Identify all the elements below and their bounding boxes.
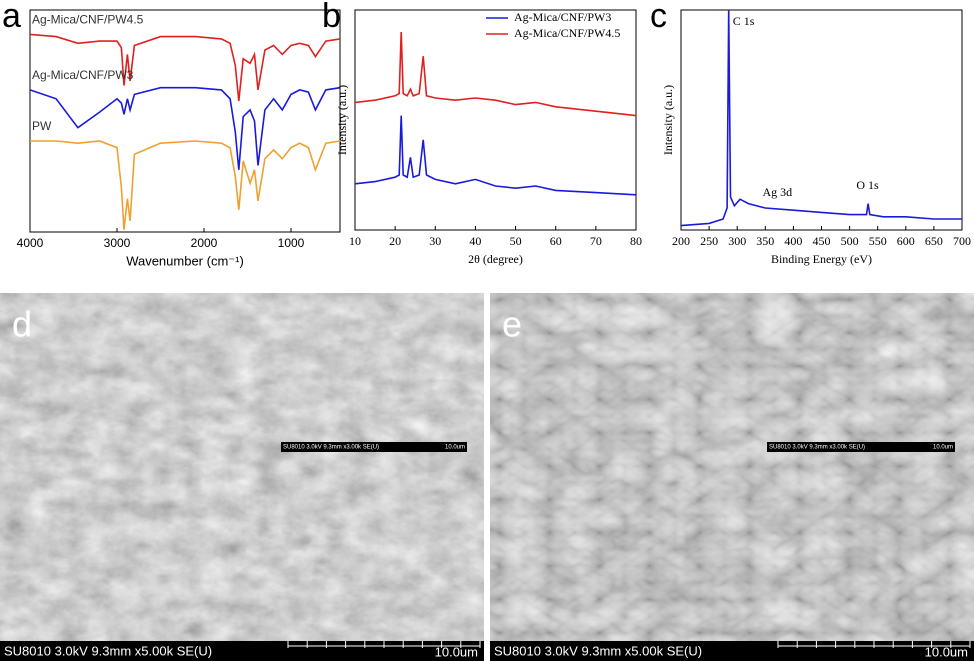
inset-bar [281,442,467,452]
x-tick-label: 400 [784,234,802,248]
series-label: Ag-Mica/CNF/PW3 [32,68,134,82]
caption: SU8010 3.0kV 9.3mm x5.00k SE(U) [494,643,702,658]
plot-frame [29,9,341,233]
x-tick-label: 700 [953,234,971,248]
annotation: O 1s [856,178,879,192]
series-line [30,140,341,230]
inset-caption: SU8010 3.0kV 9.3mm x3.00k SE(U) [769,445,865,451]
series-label: PW [32,119,52,133]
series-line [680,9,962,227]
scale-label: 10.0um [435,644,478,659]
inset-image [764,307,958,455]
series-line [29,33,341,102]
panel-label: a [2,0,21,35]
series-line [29,86,341,170]
plot-frame [680,9,963,231]
x-tick-label: 40 [469,234,481,248]
x-tick-label: 500 [841,234,859,248]
series-label: Ag-Mica/CNF/PW4.5 [32,13,144,27]
x-tick-label: 2000 [191,236,218,250]
x-tick-label: 3000 [104,236,131,250]
panel-label: d [12,304,32,345]
x-tick-label: 650 [925,234,943,248]
x-tick-label: 1000 [278,236,305,250]
panel-label: c [650,0,667,35]
annotation: C 1s [733,14,755,28]
inset-bar [767,442,955,452]
panel-label: e [502,304,522,345]
x-tick-label: 200 [672,234,690,248]
legend-label: Ag-Mica/CNF/PW4.5 [514,26,620,40]
x-tick-label: 60 [550,234,562,248]
series-line [354,31,637,117]
x-tick-label: 4000 [17,236,44,250]
y-axis-label: Intensity (a.u.) [661,85,675,155]
annotation: Ag 3d [762,185,792,199]
x-tick-label: 20 [389,234,401,248]
x-tick-label: 300 [728,234,746,248]
x-tick-label: 550 [869,234,887,248]
inset-caption: SU8010 3.0kV 9.3mm x3.00k SE(U) [283,445,379,451]
caption: SU8010 3.0kV 9.3mm x5.00k SE(U) [4,643,212,658]
inset-scale: 10.0um [445,445,465,451]
x-tick-label: 250 [700,234,718,248]
y-axis-label: Intensity (a.u.) [335,85,349,155]
panel-label: b [322,0,341,35]
x-axis-label: Binding Energy (eV) [771,252,872,266]
x-axis-label: Wavenumber (cm⁻¹) [126,253,244,268]
x-tick-label: 10 [349,234,361,248]
inset-image [278,307,470,455]
legend-label: Ag-Mica/CNF/PW3 [514,10,611,24]
x-tick-label: 70 [590,234,602,248]
x-tick-label: 600 [897,234,915,248]
scale-label: 10.0um [925,644,968,659]
x-tick-label: 450 [813,234,831,248]
x-tick-label: 30 [429,234,441,248]
x-tick-label: 350 [756,234,774,248]
x-tick-label: 80 [630,234,642,248]
inset-scale: 10.0um [933,445,953,451]
x-tick-label: 50 [510,234,522,248]
series-line [354,115,637,196]
plot-frame [354,9,637,231]
x-axis-label: 2θ (degree) [468,252,523,266]
